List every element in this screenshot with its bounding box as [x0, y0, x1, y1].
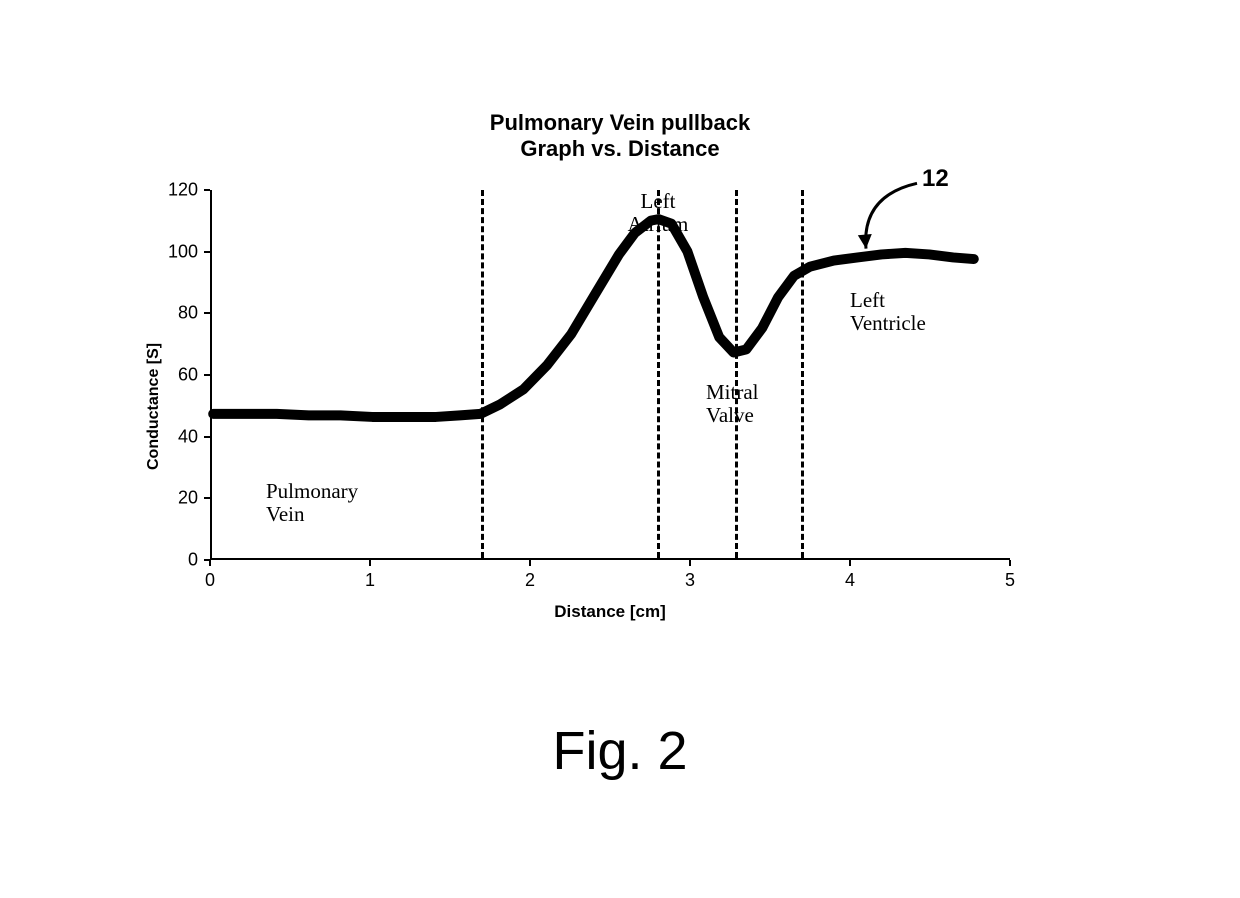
y-tick-label: 100 — [168, 241, 198, 262]
y-tick-label: 40 — [178, 426, 198, 447]
y-tick-label: 0 — [188, 550, 198, 571]
y-tick-label: 20 — [178, 488, 198, 509]
y-tick-label: 120 — [168, 180, 198, 201]
y-tick-label: 80 — [178, 303, 198, 324]
callout-arrow — [210, 130, 1210, 700]
y-tick-label: 60 — [178, 365, 198, 386]
page-root: Pulmonary Vein pullback Graph vs. Distan… — [0, 0, 1240, 898]
y-axis-label: Conductance [S] — [145, 343, 163, 470]
figure-caption: Fig. 2 — [0, 720, 1240, 782]
